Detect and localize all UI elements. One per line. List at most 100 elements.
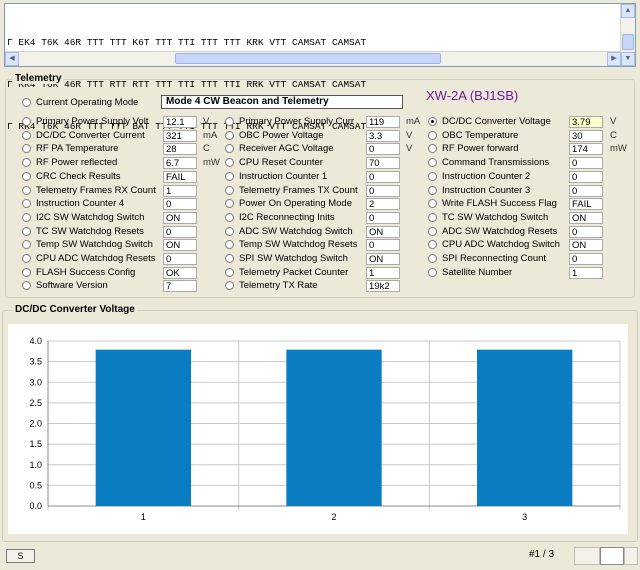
telemetry-row[interactable]: TC SW Watchdog Resets 0 — [22, 225, 223, 239]
telemetry-radio[interactable] — [22, 240, 31, 250]
telemetry-row[interactable]: OBC Power Voltage 3.3 V — [225, 129, 426, 143]
page-stepper-right[interactable] — [624, 547, 638, 565]
telemetry-value: 0 — [163, 225, 197, 238]
page-input[interactable] — [600, 547, 624, 565]
telemetry-radio[interactable] — [22, 117, 31, 126]
telemetry-radio[interactable] — [225, 117, 234, 126]
telemetry-value: FAIL — [569, 198, 603, 211]
scroll-up-icon[interactable]: ▲ — [621, 4, 635, 18]
telemetry-row[interactable]: Primary Power Supply Volt 12.1 V — [22, 116, 223, 129]
telemetry-radio[interactable] — [225, 171, 234, 181]
telemetry-radio[interactable] — [225, 226, 234, 236]
scroll-down-icon[interactable]: ▼ — [621, 52, 635, 66]
telemetry-row[interactable]: RF Power reflected 6.7 mW — [22, 157, 223, 170]
telemetry-radio[interactable] — [428, 240, 437, 250]
telemetry-radio[interactable] — [225, 130, 234, 140]
telemetry-row[interactable]: CPU Reset Counter 70 — [225, 157, 426, 170]
telemetry-radio[interactable] — [225, 144, 234, 154]
telemetry-radio[interactable] — [225, 185, 234, 195]
telemetry-row[interactable]: TC SW Watchdog Switch ON — [428, 211, 630, 225]
telemetry-row[interactable]: Instruction Counter 1 0 — [225, 170, 426, 184]
telemetry-radio[interactable] — [428, 144, 437, 154]
scroll-left-icon[interactable]: ◀ — [5, 52, 19, 66]
telemetry-radio[interactable] — [22, 226, 31, 236]
telemetry-row[interactable]: DC/DC Converter Current 321 mA — [22, 129, 223, 143]
telemetry-row[interactable]: CRC Check Results FAIL — [22, 170, 223, 184]
telemetry-radio[interactable] — [22, 254, 31, 263]
vertical-scroll-thumb[interactable] — [622, 34, 634, 50]
telemetry-radio[interactable] — [225, 199, 234, 209]
telemetry-row[interactable]: Instruction Counter 2 0 — [428, 170, 630, 184]
telemetry-row[interactable]: Telemetry Packet Counter 1 — [225, 266, 426, 280]
page-stepper-left[interactable] — [574, 547, 600, 565]
telemetry-radio[interactable] — [428, 185, 437, 195]
mode-radio[interactable] — [22, 98, 31, 107]
telemetry-row[interactable]: Write FLASH Success Flag FAIL — [428, 198, 630, 211]
log-textbox[interactable]: Г EK4 T6K 46R TTT TTT K6T TTT TTI TTT TT… — [4, 3, 636, 132]
telemetry-radio[interactable] — [428, 226, 437, 236]
telemetry-row[interactable]: SPI Reconnecting Count 0 — [428, 253, 630, 266]
telemetry-row[interactable]: ADC SW Watchdog Resets 0 — [428, 225, 630, 239]
horizontal-scroll-thumb[interactable] — [175, 53, 441, 64]
telemetry-radio[interactable] — [428, 212, 437, 222]
telemetry-radio[interactable] — [428, 267, 437, 277]
telemetry-label: Instruction Counter 2 — [442, 170, 531, 182]
telemetry-row[interactable]: Receiver AGC Voltage 0 V — [225, 143, 426, 156]
telemetry-radio[interactable] — [22, 212, 31, 222]
telemetry-row[interactable]: Telemetry Frames RX Count 1 — [22, 184, 223, 198]
telemetry-row[interactable]: SPI SW Watchdog Switch ON — [225, 253, 426, 266]
x-tick-label: 2 — [331, 512, 336, 522]
telemetry-radio[interactable] — [22, 185, 31, 195]
telemetry-value: ON — [366, 225, 400, 238]
telemetry-value: 3.79 — [569, 116, 603, 128]
telemetry-row[interactable]: FLASH Success Config OK — [22, 266, 223, 280]
telemetry-radio[interactable] — [428, 158, 437, 168]
telemetry-radio[interactable] — [428, 171, 437, 181]
telemetry-radio[interactable] — [22, 158, 31, 168]
telemetry-row[interactable]: RF PA Temperature 28 C — [22, 143, 223, 156]
telemetry-radio[interactable] — [22, 199, 31, 209]
telemetry-row[interactable]: I2C SW Watchdog Switch ON — [22, 211, 223, 225]
telemetry-radio[interactable] — [428, 199, 437, 209]
telemetry-row[interactable]: ADC SW Watchdog Switch ON — [225, 225, 426, 239]
telemetry-radio[interactable] — [225, 267, 234, 277]
telemetry-radio[interactable] — [428, 254, 437, 263]
telemetry-row[interactable]: Instruction Counter 4 0 — [22, 198, 223, 211]
scroll-right-icon[interactable]: ▶ — [607, 52, 621, 66]
telemetry-row[interactable]: Primary Power Supply Curr 119 mA — [225, 116, 426, 129]
horizontal-scrollbar[interactable]: ◀ ▶ — [5, 51, 621, 66]
telemetry-radio[interactable] — [225, 212, 234, 222]
telemetry-radio[interactable] — [22, 267, 31, 277]
vertical-scrollbar[interactable]: ▲ ▼ — [620, 4, 635, 66]
telemetry-row[interactable]: Command Transmissions 0 — [428, 157, 630, 170]
telemetry-radio[interactable] — [22, 130, 31, 140]
telemetry-row[interactable]: Instruction Counter 3 0 — [428, 184, 630, 198]
telemetry-row[interactable]: Satellite Number 1 — [428, 266, 630, 280]
telemetry-row[interactable]: Software Version 7 — [22, 280, 223, 293]
telemetry-radio[interactable] — [22, 171, 31, 181]
telemetry-row[interactable]: Telemetry Frames TX Count 0 — [225, 184, 426, 198]
status-button[interactable]: S — [6, 549, 35, 563]
telemetry-radio[interactable] — [225, 158, 234, 168]
telemetry-row[interactable]: CPU ADC Watchdog Resets 0 — [22, 253, 223, 266]
telemetry-row[interactable]: DC/DC Converter Voltage 3.79 V — [428, 116, 630, 129]
telemetry-radio[interactable] — [428, 117, 437, 126]
telemetry-row[interactable]: Power On Operating Mode 2 — [225, 198, 426, 211]
telemetry-row[interactable]: CPU ADC Watchdog Switch ON — [428, 239, 630, 252]
telemetry-radio[interactable] — [428, 130, 437, 140]
mode-row[interactable]: Current Operating Mode — [22, 97, 162, 110]
telemetry-group — [5, 79, 635, 298]
y-tick-label: 4.0 — [29, 336, 42, 346]
telemetry-unit: mW — [203, 157, 220, 169]
telemetry-radio[interactable] — [225, 254, 234, 263]
telemetry-row[interactable]: Temp SW Watchdog Switch ON — [22, 239, 223, 252]
telemetry-row[interactable]: Telemetry TX Rate 19k2 — [225, 280, 426, 293]
telemetry-row[interactable]: OBC Temperature 30 C — [428, 129, 630, 143]
telemetry-row[interactable]: Temp SW Watchdog Resets 0 — [225, 239, 426, 252]
telemetry-radio[interactable] — [225, 240, 234, 250]
telemetry-radio[interactable] — [22, 144, 31, 154]
telemetry-radio[interactable] — [22, 281, 31, 291]
telemetry-row[interactable]: I2C Reconnecting Inits 0 — [225, 211, 426, 225]
telemetry-radio[interactable] — [225, 281, 234, 291]
telemetry-row[interactable]: RF Power forward 174 mW — [428, 143, 630, 156]
